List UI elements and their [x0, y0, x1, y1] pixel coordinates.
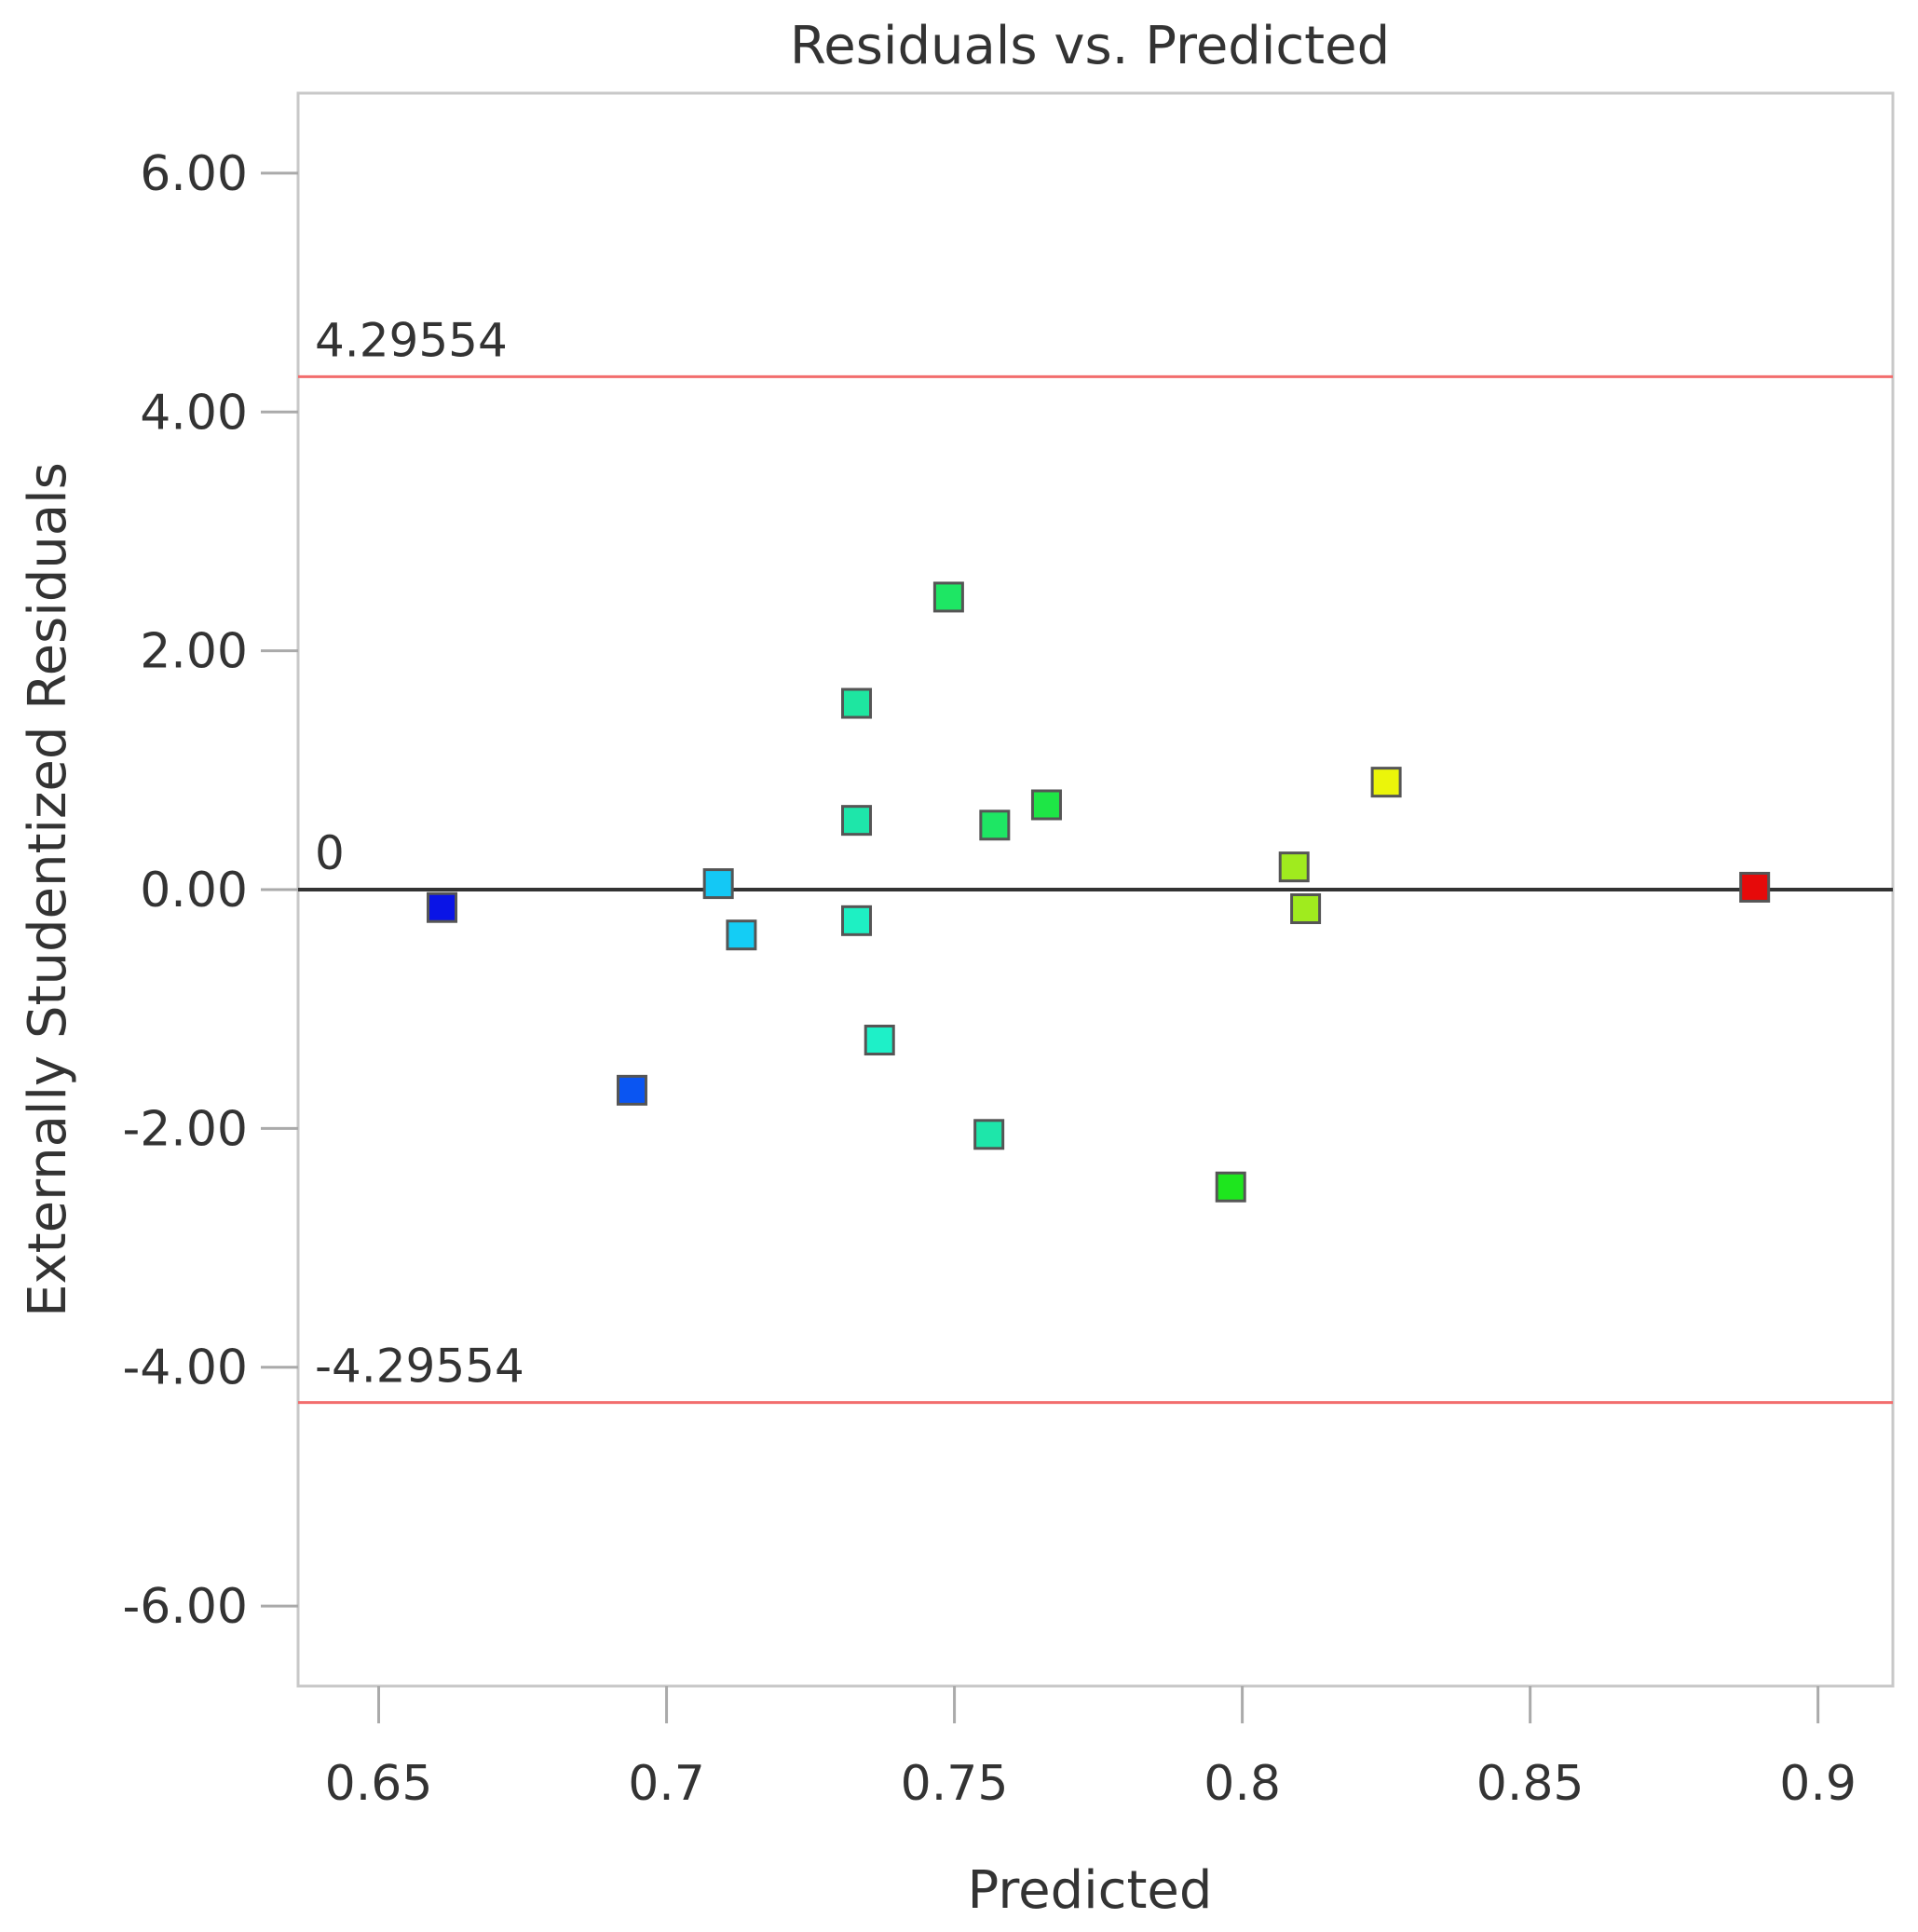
data-points [427, 581, 1771, 1203]
data-point [1370, 767, 1402, 798]
data-point [864, 1025, 895, 1056]
y-tick-label: 0.00 [140, 863, 248, 918]
y-tick-label: 2.00 [140, 624, 248, 680]
x-tick-label: 0.8 [1204, 1756, 1281, 1812]
data-point [1290, 893, 1322, 925]
x-axis: 0.65 0.7 0.75 0.8 0.85 0.9 [325, 1686, 1857, 1812]
y-tick-label: -6.00 [122, 1579, 248, 1635]
data-point [932, 581, 964, 613]
data-point [973, 1119, 1005, 1150]
y-tick-label: -4.00 [122, 1340, 248, 1396]
data-point [616, 1074, 647, 1106]
data-point [1278, 851, 1310, 883]
x-tick-label: 0.65 [325, 1756, 433, 1812]
y-axis: 6.00 4.00 2.00 0.00 -2.00 -4.00 -6.00 [122, 146, 298, 1635]
reference-lines: 4.29554 0 -4.29554 [298, 313, 1893, 1405]
y-tick-label: -2.00 [122, 1101, 248, 1157]
x-tick-label: 0.75 [901, 1756, 1009, 1812]
data-point [702, 868, 734, 900]
data-point [726, 919, 757, 951]
data-point [427, 891, 458, 923]
data-point [1215, 1171, 1246, 1203]
y-tick-label: 4.00 [140, 385, 248, 441]
reference-line-label: -4.29554 [315, 1340, 524, 1394]
y-axis-title: Externally Studentized Residuals [18, 462, 78, 1317]
data-point [841, 805, 873, 837]
data-point [1739, 871, 1771, 903]
x-tick-label: 0.9 [1779, 1756, 1857, 1812]
data-point [979, 810, 1011, 841]
data-point [1030, 789, 1062, 821]
chart-title: Residuals vs. Predicted [790, 16, 1390, 76]
x-tick-label: 0.85 [1476, 1756, 1585, 1812]
x-tick-label: 0.7 [628, 1756, 705, 1812]
x-axis-title: Predicted [968, 1860, 1213, 1921]
reference-line-label: 0 [315, 826, 345, 880]
y-tick-label: 6.00 [140, 146, 248, 202]
reference-line-label: 4.29554 [315, 313, 508, 367]
data-point [841, 687, 873, 719]
data-point [841, 905, 873, 936]
